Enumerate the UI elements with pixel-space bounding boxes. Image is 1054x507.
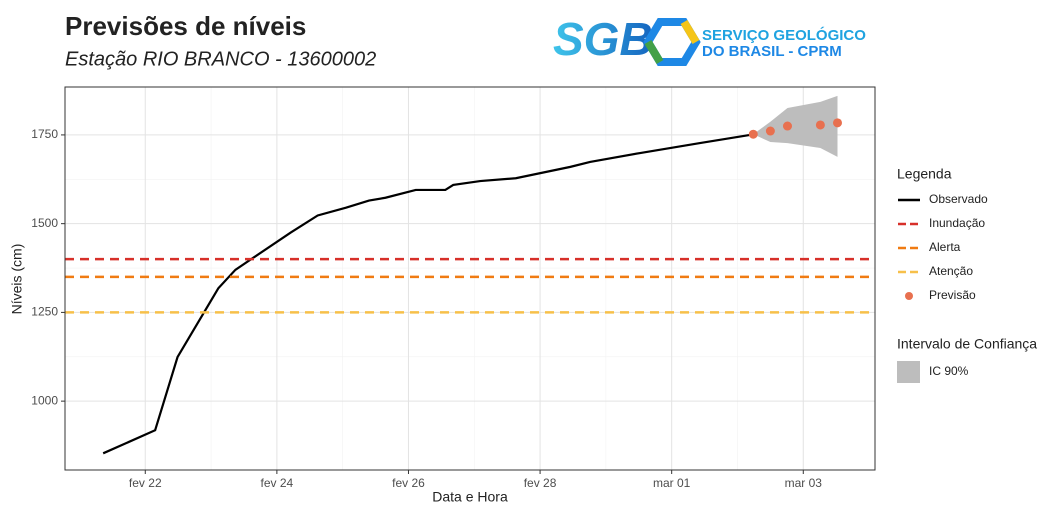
- confidence-band: [753, 95, 838, 157]
- legend-title: Legenda: [897, 166, 952, 182]
- x-axis-label: Data e Hora: [432, 489, 508, 505]
- y-tick-label: 1000: [31, 393, 58, 407]
- logo: SGB SERVIÇO GEOLÓGICO DO BRASIL - CPRM: [553, 13, 866, 66]
- legend-label: Atenção: [929, 264, 973, 278]
- forecast-point: [748, 129, 758, 139]
- chart-subtitle: Estação RIO BRANCO - 13600002: [65, 48, 376, 70]
- x-tick-label: mar 01: [653, 476, 691, 490]
- legend-title: Intervalo de Confiança: [897, 336, 1037, 352]
- forecast-point: [765, 126, 775, 136]
- logo-accent: [680, 19, 700, 45]
- logo-text: DO BRASIL - CPRM: [702, 43, 842, 60]
- logo-accent: [644, 39, 664, 65]
- x-tick-label: fev 28: [524, 476, 557, 490]
- legend-label: IC 90%: [929, 364, 969, 378]
- forecast-point: [782, 121, 792, 131]
- y-axis-label: Níveis (cm): [9, 244, 25, 315]
- forecast-point: [832, 118, 842, 128]
- legend-label: Previsão: [929, 288, 976, 302]
- logo-mark: SGB: [553, 13, 653, 65]
- logo-text: SERVIÇO GEOLÓGICO: [702, 26, 866, 44]
- grid: [65, 87, 875, 470]
- legend-label: Observado: [929, 192, 988, 206]
- x-tick-label: fev 24: [261, 476, 294, 490]
- x-tick-label: fev 26: [392, 476, 425, 490]
- legend-key: [905, 292, 913, 300]
- x-tick-label: mar 03: [785, 476, 823, 490]
- legend-key: [897, 361, 920, 383]
- chart-title: Previsões de níveis: [65, 11, 306, 41]
- observed-line: [102, 133, 751, 455]
- legend-label: Alerta: [929, 240, 961, 254]
- legend-label: Inundação: [929, 216, 985, 230]
- panel-border: [64, 86, 876, 471]
- x-tick-label: fev 22: [129, 476, 162, 490]
- forecast-point: [815, 120, 825, 130]
- y-tick-label: 1250: [31, 305, 58, 319]
- y-tick-label: 1750: [31, 127, 58, 141]
- y-tick-label: 1500: [31, 216, 58, 230]
